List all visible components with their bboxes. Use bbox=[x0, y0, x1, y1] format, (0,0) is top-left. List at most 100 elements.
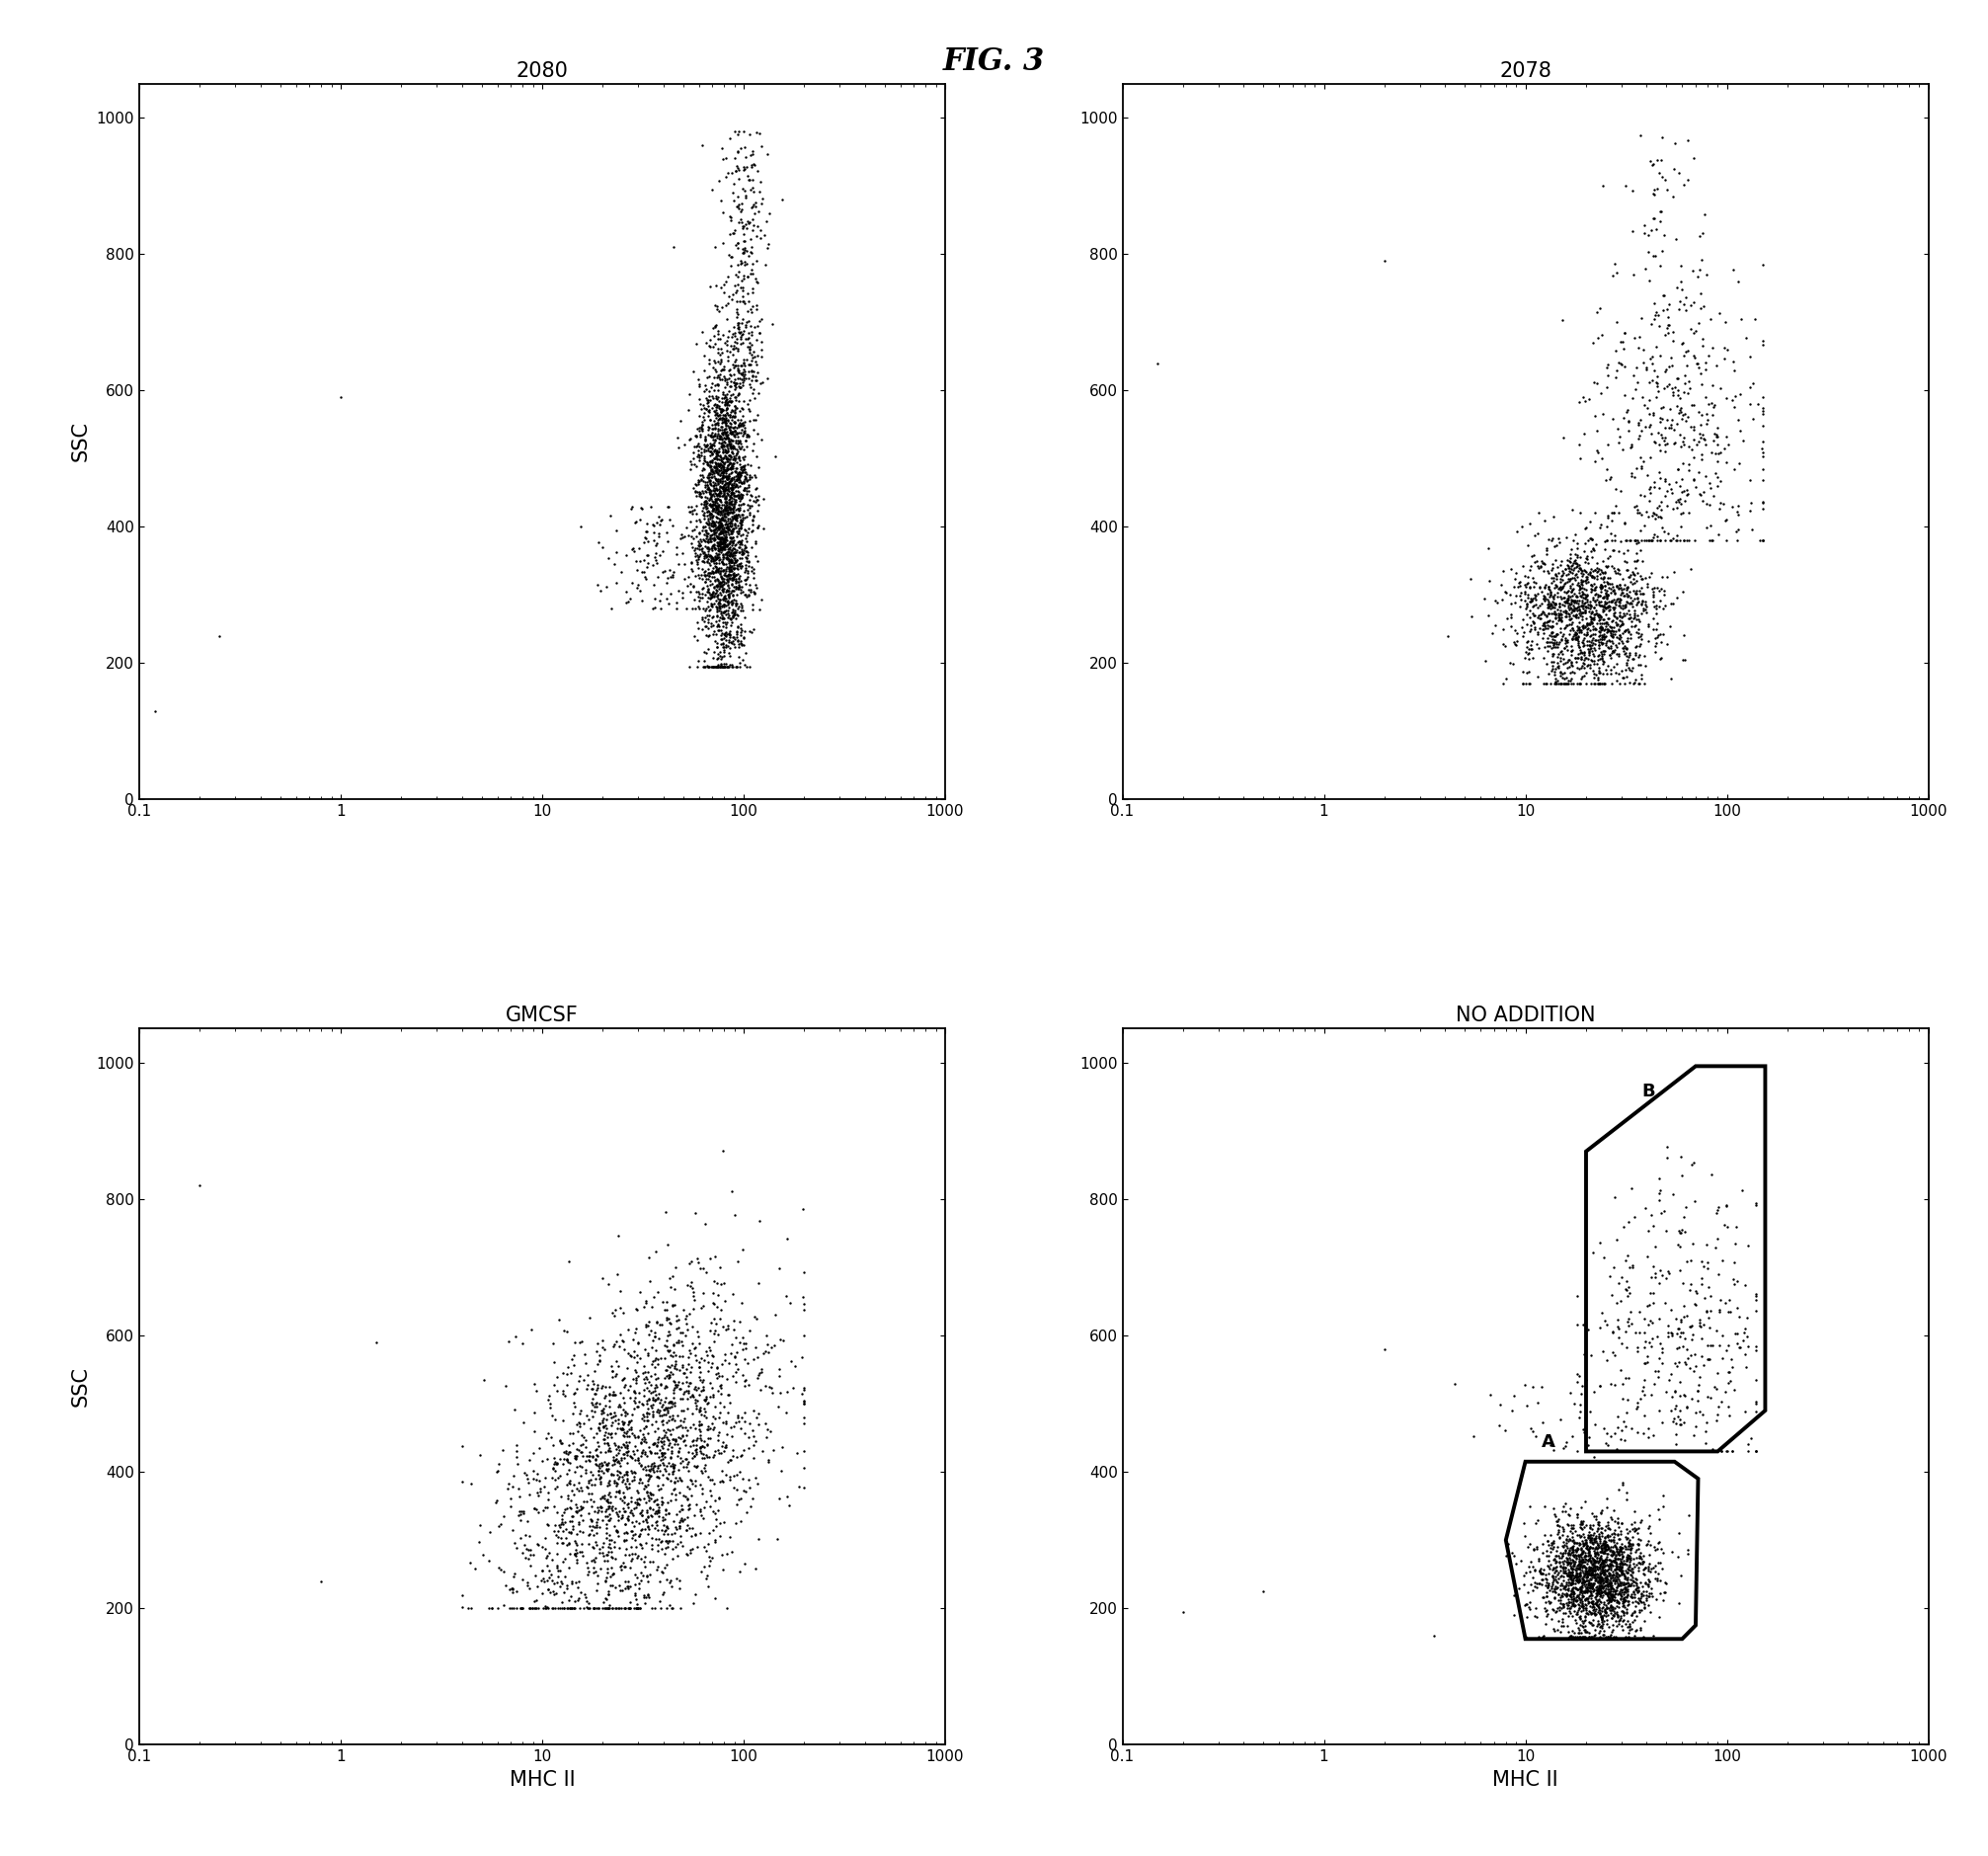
Point bbox=[716, 598, 747, 627]
Point bbox=[706, 473, 738, 503]
Point bbox=[1616, 1568, 1648, 1598]
Point bbox=[704, 403, 736, 432]
Point bbox=[1638, 180, 1670, 210]
Point bbox=[1555, 1594, 1586, 1624]
Point bbox=[1620, 1542, 1652, 1572]
Point bbox=[1718, 347, 1749, 377]
Point bbox=[708, 471, 740, 501]
Point bbox=[1515, 572, 1547, 601]
Point bbox=[1588, 1587, 1620, 1617]
Point bbox=[1569, 1578, 1600, 1607]
Point bbox=[708, 1312, 740, 1342]
Point bbox=[642, 1431, 674, 1461]
Point bbox=[712, 575, 744, 605]
Point bbox=[664, 1566, 696, 1596]
Point bbox=[1557, 657, 1588, 687]
Point bbox=[708, 568, 740, 598]
Point bbox=[1573, 598, 1604, 627]
Point bbox=[1586, 1550, 1618, 1579]
Point bbox=[718, 367, 749, 397]
Point bbox=[495, 1594, 527, 1624]
Point bbox=[1561, 599, 1592, 629]
Point bbox=[690, 555, 722, 585]
Point bbox=[1594, 616, 1626, 646]
Point bbox=[1606, 1548, 1638, 1578]
Point bbox=[1710, 505, 1741, 535]
Point bbox=[1584, 1587, 1616, 1617]
Point bbox=[1561, 1600, 1592, 1630]
Point bbox=[777, 1373, 809, 1403]
Point bbox=[1600, 572, 1632, 601]
Point bbox=[726, 393, 757, 423]
Point bbox=[694, 1464, 726, 1494]
Point bbox=[1571, 1533, 1602, 1563]
Point bbox=[588, 1334, 620, 1364]
Point bbox=[726, 577, 757, 607]
Point bbox=[688, 377, 720, 406]
Point bbox=[1574, 607, 1606, 637]
Point bbox=[676, 549, 708, 579]
Point bbox=[1569, 1589, 1600, 1618]
Point bbox=[696, 460, 728, 490]
Point bbox=[541, 1450, 573, 1479]
Point bbox=[1682, 349, 1714, 379]
Point bbox=[1586, 1496, 1618, 1526]
Point bbox=[670, 1420, 702, 1450]
Point bbox=[1541, 1572, 1573, 1602]
Point bbox=[1521, 1505, 1553, 1535]
Point bbox=[1648, 429, 1680, 458]
Point bbox=[1507, 1570, 1539, 1600]
Point bbox=[1678, 464, 1710, 494]
Point bbox=[1604, 1578, 1636, 1607]
Point bbox=[1640, 382, 1672, 412]
Point bbox=[1574, 1542, 1606, 1572]
Point bbox=[710, 434, 742, 464]
Point bbox=[1740, 1388, 1771, 1418]
Point bbox=[1559, 1605, 1590, 1635]
Point bbox=[730, 323, 761, 353]
Point bbox=[728, 468, 759, 497]
Point bbox=[1596, 1570, 1628, 1600]
Point bbox=[600, 1360, 632, 1390]
Point bbox=[692, 497, 724, 527]
Point bbox=[1481, 588, 1513, 618]
Point bbox=[1710, 525, 1741, 555]
Point bbox=[1584, 1572, 1616, 1602]
Point bbox=[712, 288, 744, 317]
Point bbox=[698, 1401, 730, 1431]
Point bbox=[509, 1544, 541, 1574]
Point bbox=[644, 586, 676, 616]
Point bbox=[730, 1334, 761, 1364]
Point bbox=[730, 479, 761, 509]
Point bbox=[636, 1383, 668, 1412]
Point bbox=[706, 562, 738, 592]
Point bbox=[706, 548, 738, 577]
Point bbox=[1569, 598, 1600, 627]
Point bbox=[1612, 640, 1644, 670]
Point bbox=[710, 523, 742, 553]
Point bbox=[726, 249, 757, 278]
Point bbox=[726, 319, 757, 349]
Point bbox=[706, 510, 738, 540]
Point bbox=[559, 1540, 590, 1570]
Point bbox=[1656, 523, 1688, 553]
Point bbox=[1628, 1552, 1660, 1581]
Point bbox=[742, 574, 773, 603]
Point bbox=[1561, 1437, 1592, 1466]
Point bbox=[505, 1594, 537, 1624]
Point bbox=[1638, 202, 1670, 232]
Point bbox=[1588, 575, 1620, 605]
Point bbox=[646, 1461, 678, 1490]
Point bbox=[708, 436, 740, 466]
Point bbox=[1495, 553, 1527, 583]
Point bbox=[728, 156, 759, 186]
Point bbox=[1584, 590, 1616, 620]
Point bbox=[1664, 1518, 1696, 1548]
Point bbox=[1576, 1529, 1608, 1559]
Point bbox=[724, 464, 755, 494]
Point bbox=[718, 334, 749, 364]
Point bbox=[1638, 174, 1670, 204]
Point bbox=[1588, 1559, 1620, 1589]
Point bbox=[1710, 308, 1741, 338]
Point bbox=[1527, 1372, 1559, 1401]
